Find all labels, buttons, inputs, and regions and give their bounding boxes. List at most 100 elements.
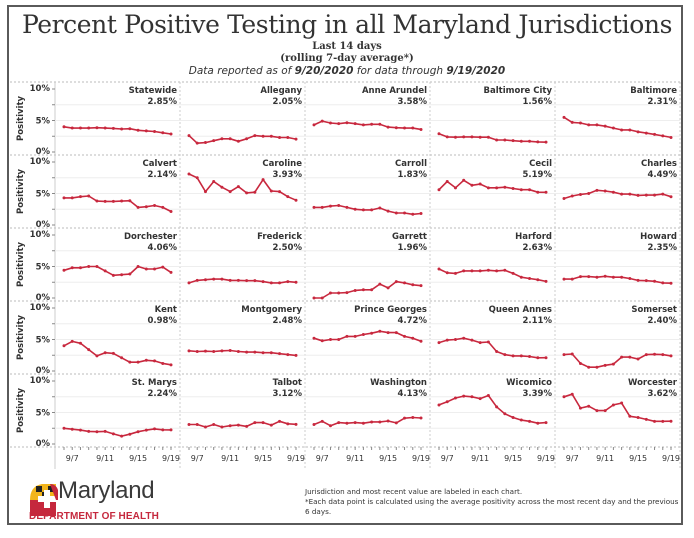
jurisdiction-label: Somerset bbox=[631, 305, 677, 315]
data-point bbox=[87, 194, 91, 198]
data-point bbox=[236, 139, 240, 143]
x-tick-label: 9/19 bbox=[287, 454, 305, 463]
data-point bbox=[120, 356, 124, 360]
data-point bbox=[353, 207, 357, 211]
data-point bbox=[236, 349, 240, 353]
data-point bbox=[128, 432, 132, 436]
data-point bbox=[570, 352, 574, 356]
data-point bbox=[562, 277, 566, 281]
jurisdiction-label: Baltimore City bbox=[484, 86, 553, 96]
data-point bbox=[378, 122, 382, 126]
data-point bbox=[294, 137, 298, 141]
data-point bbox=[528, 276, 532, 280]
data-point bbox=[519, 275, 523, 279]
series-line-wicomico bbox=[438, 394, 547, 425]
data-point bbox=[511, 186, 515, 190]
data-point bbox=[320, 296, 324, 300]
data-point bbox=[245, 424, 249, 428]
data-point bbox=[536, 190, 540, 194]
data-point bbox=[611, 126, 615, 130]
data-point bbox=[328, 338, 332, 341]
jurisdiction-label: Cecil bbox=[529, 159, 552, 169]
x-tick-label: 9/15 bbox=[129, 454, 147, 463]
jurisdiction-label: Garrett bbox=[392, 232, 427, 242]
latest-value-label: 2.63% bbox=[523, 243, 553, 253]
data-point bbox=[161, 361, 165, 365]
latest-value-label: 2.05% bbox=[273, 97, 303, 107]
data-point bbox=[595, 275, 599, 279]
data-point bbox=[269, 281, 273, 285]
latest-value-label: 1.83% bbox=[398, 170, 428, 180]
data-point bbox=[187, 281, 191, 285]
y-tick-label: 5% bbox=[36, 263, 51, 273]
data-point bbox=[495, 269, 499, 273]
latest-value-label: 4.72% bbox=[398, 316, 428, 326]
data-point bbox=[470, 269, 474, 273]
y-tick-label: 0% bbox=[36, 220, 51, 230]
y-tick-label: 0% bbox=[36, 147, 51, 157]
data-point bbox=[445, 135, 449, 139]
data-point bbox=[419, 211, 423, 215]
data-point bbox=[103, 199, 107, 203]
data-point bbox=[503, 185, 507, 189]
data-point bbox=[628, 355, 632, 359]
data-point bbox=[411, 212, 415, 216]
x-tick-label: 9/7 bbox=[191, 454, 204, 463]
data-point bbox=[161, 428, 165, 432]
data-point bbox=[511, 354, 515, 358]
data-point bbox=[445, 180, 449, 184]
data-point bbox=[345, 205, 349, 209]
jurisdiction-label: Baltimore bbox=[630, 86, 677, 96]
data-point bbox=[103, 351, 107, 355]
data-point bbox=[370, 331, 374, 335]
data-point bbox=[519, 418, 523, 422]
data-point bbox=[611, 362, 615, 366]
x-tick-label: 9/15 bbox=[379, 454, 397, 463]
data-point bbox=[245, 137, 249, 141]
data-point bbox=[236, 278, 240, 282]
data-point bbox=[169, 270, 173, 274]
data-point bbox=[570, 120, 574, 124]
data-point bbox=[486, 268, 490, 272]
data-point bbox=[136, 265, 140, 268]
data-point bbox=[644, 131, 648, 135]
data-point bbox=[661, 353, 665, 357]
data-point bbox=[361, 123, 365, 127]
data-point bbox=[462, 178, 466, 182]
data-point bbox=[636, 193, 640, 197]
x-tick-label: 9/11 bbox=[471, 454, 489, 463]
logo-wordmark: Maryland bbox=[58, 477, 155, 504]
data-point bbox=[269, 189, 273, 193]
data-point bbox=[286, 195, 290, 199]
data-point bbox=[111, 351, 115, 355]
data-point bbox=[394, 280, 398, 284]
data-point bbox=[486, 186, 490, 190]
data-point bbox=[103, 429, 107, 433]
footnote: Jurisdiction and most recent value are l… bbox=[305, 487, 685, 517]
latest-value-label: 2.48% bbox=[273, 316, 303, 326]
data-point bbox=[411, 126, 415, 130]
chart-subtitle-period: Last 14 days bbox=[312, 41, 382, 52]
y-axis-label: Positivity bbox=[16, 169, 26, 215]
data-point bbox=[337, 203, 341, 207]
data-point bbox=[378, 282, 382, 286]
data-point bbox=[78, 266, 82, 270]
reported-prefix: Data reported as of bbox=[188, 65, 295, 77]
data-point bbox=[411, 416, 415, 420]
data-point bbox=[595, 365, 599, 369]
latest-value-label: 3.12% bbox=[273, 389, 303, 399]
data-point bbox=[153, 203, 157, 207]
jurisdiction-label: Statewide bbox=[129, 86, 178, 96]
data-point bbox=[503, 268, 507, 272]
data-point bbox=[611, 403, 615, 407]
data-point bbox=[312, 123, 316, 127]
data-point bbox=[161, 205, 165, 209]
data-point bbox=[378, 420, 382, 424]
data-point bbox=[519, 188, 523, 192]
data-point bbox=[644, 193, 648, 197]
chart-frame bbox=[7, 5, 683, 525]
data-point bbox=[345, 334, 349, 338]
data-point bbox=[103, 269, 107, 273]
x-tick-label: 9/19 bbox=[662, 454, 680, 463]
data-point bbox=[228, 349, 232, 353]
